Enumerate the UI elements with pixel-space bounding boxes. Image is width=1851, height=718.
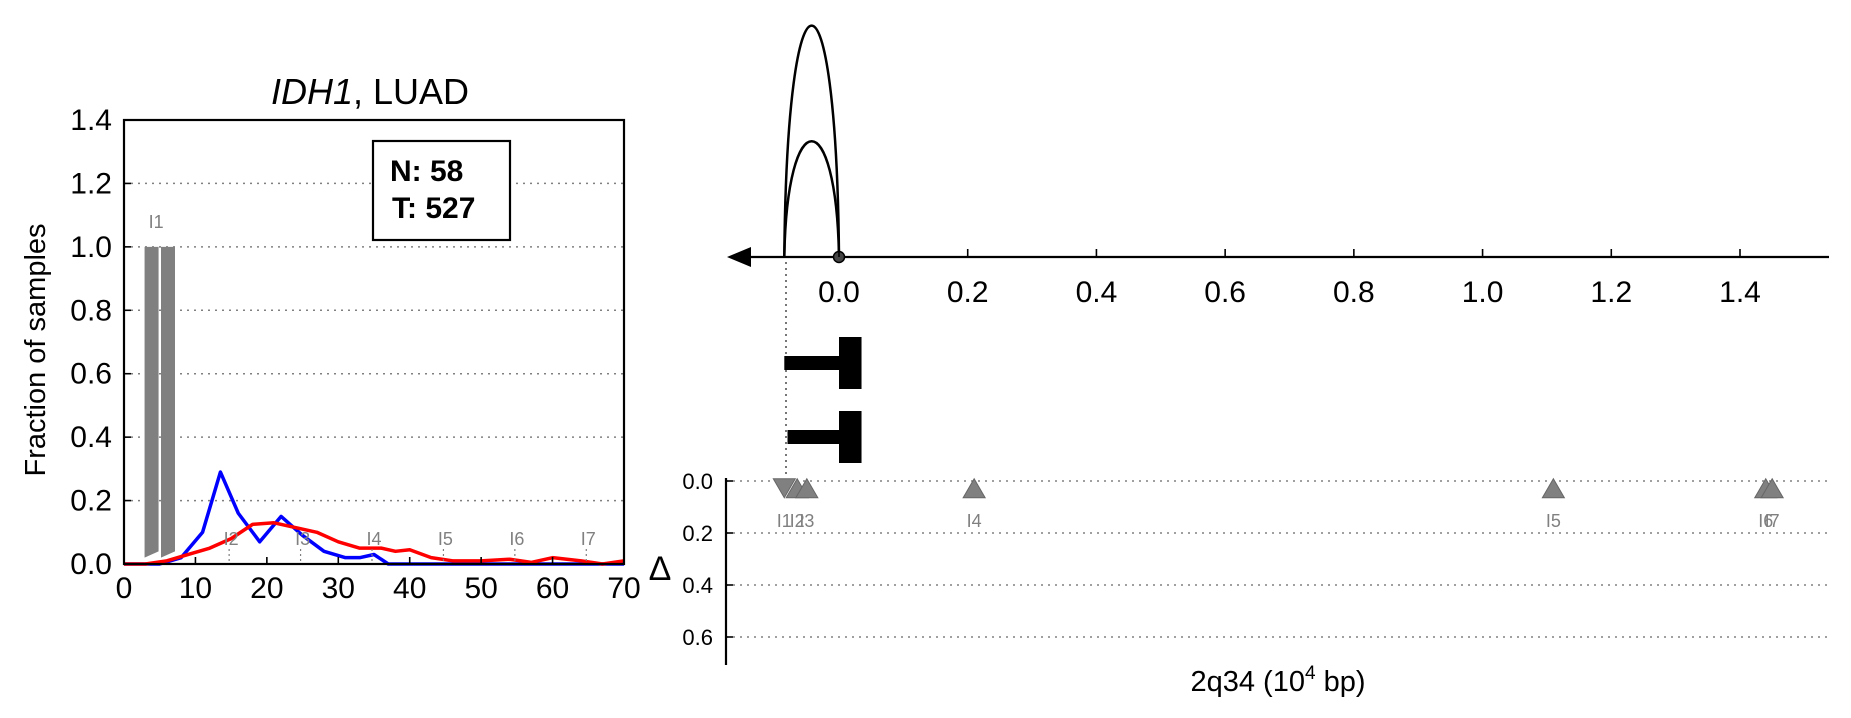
x-tick-label: 0 [116,572,133,605]
y-tick-label: 0.2 [70,485,112,518]
legend-normal: N: 58 [390,155,463,188]
bars [144,246,175,558]
marker-label: I6 [509,529,524,549]
top-x-tick-label: 1.4 [1719,276,1761,309]
x-label-suffix: bp) [1316,666,1366,698]
delta-y-tick-label: 0.4 [682,573,713,598]
intron-label: I6 [1758,511,1773,531]
marker-label: I5 [438,529,453,549]
intron-point [962,477,987,499]
intron-label: I1 [777,511,792,531]
strand-arrow-icon [727,247,751,267]
top-x-ticks: 0.0 0.2 0.4 0.6 0.8 1.0 1.2 1.4 [818,249,1761,309]
gene-models [784,337,862,463]
top-x-tick-label: 0.6 [1204,276,1246,309]
legend-box [371,139,512,242]
top-x-tick-label: 0.8 [1333,276,1375,309]
bar [161,246,175,558]
bar [144,246,159,558]
series-line [124,521,625,566]
intron-label: I3 [799,511,814,531]
x-label-prefix: 2q34 (10 [1190,666,1305,698]
y-tick-label: 0.4 [70,421,112,454]
bottom-x-label: 2q34 (104 bp) [1190,663,1365,698]
x-tick-label: 50 [464,572,497,605]
x-tick-label: 30 [322,572,355,605]
marker-labels: I1 I2 I3 I4 I5 I6 I7 [149,212,596,564]
gene-exon [839,337,862,389]
intron-label: I7 [1765,511,1780,531]
x-ticks: 0 10 20 30 40 50 60 70 [116,557,641,605]
x-tick-label: 20 [250,572,283,605]
intron-point [772,478,797,499]
chart-title: IDH1, LUAD [271,71,469,112]
legend-tumor: T: 527 [392,192,475,225]
junction-arc [783,24,841,258]
top-x-tick-label: 0.2 [947,276,989,309]
y-tick-label: 0.8 [70,294,112,327]
x-tick-label: 70 [607,572,640,605]
y-tick-label: 0.6 [70,358,112,391]
x-tick-label: 10 [179,572,212,605]
junction-arc [783,140,841,258]
top-x-tick-label: 1.0 [1462,276,1504,309]
top-x-tick-label: 0.4 [1076,276,1118,309]
delta-grid-lines [726,480,1829,638]
marker-label: I2 [224,529,239,549]
marker-label: I4 [366,529,381,549]
y-tick-label: 0.0 [70,548,112,581]
gene-body [784,356,839,370]
right-chart: 0.0 0.2 0.4 0.6 0.8 1.0 1.2 1.4 0.00.20.40.6 Δ … [649,24,1829,698]
delta-y-ticks: 0.0 0.2 0.4 0.6 [682,469,733,650]
intron-label: I5 [1546,511,1561,531]
gene-body [787,430,839,444]
junction-arcs [783,24,841,258]
y-ticks: 0.0 0.2 0.4 0.6 0.8 1.0 1.2 1.4 [70,104,131,581]
marker-label: I7 [581,529,596,549]
delta-y-tick-label: 0.0 [682,469,713,494]
delta-y-tick-label: 0.6 [682,625,713,650]
y-tick-label: 1.4 [70,104,112,137]
marker-label: I1 [149,212,164,232]
top-x-tick-label: 0.0 [818,276,860,309]
delta-y-tick-label: 0.2 [682,521,713,546]
y-tick-label: 1.2 [70,167,112,200]
intron-point [794,477,819,499]
plot-frame [122,118,626,566]
intron-point [1541,477,1566,499]
top-x-tick-label: 1.2 [1590,276,1632,309]
series-lines [124,470,625,566]
chart-title-gene: IDH1 [271,71,353,112]
gene-exon [839,411,862,463]
x-label-exponent: 4 [1305,663,1316,684]
delta-axis-label: Δ [649,550,672,588]
y-tick-label: 1.0 [70,231,112,264]
intron-point [1760,477,1785,499]
x-tick-label: 40 [393,572,426,605]
intron-label: I2 [790,511,805,531]
y-axis-label: Fraction of samples [20,223,52,476]
marker-label: I3 [295,529,310,549]
chart-title-rest: , LUAD [353,71,469,112]
intron-label: I4 [967,511,982,531]
legend: N: 58 T: 527 [371,139,512,242]
x-tick-label: 60 [536,572,569,605]
